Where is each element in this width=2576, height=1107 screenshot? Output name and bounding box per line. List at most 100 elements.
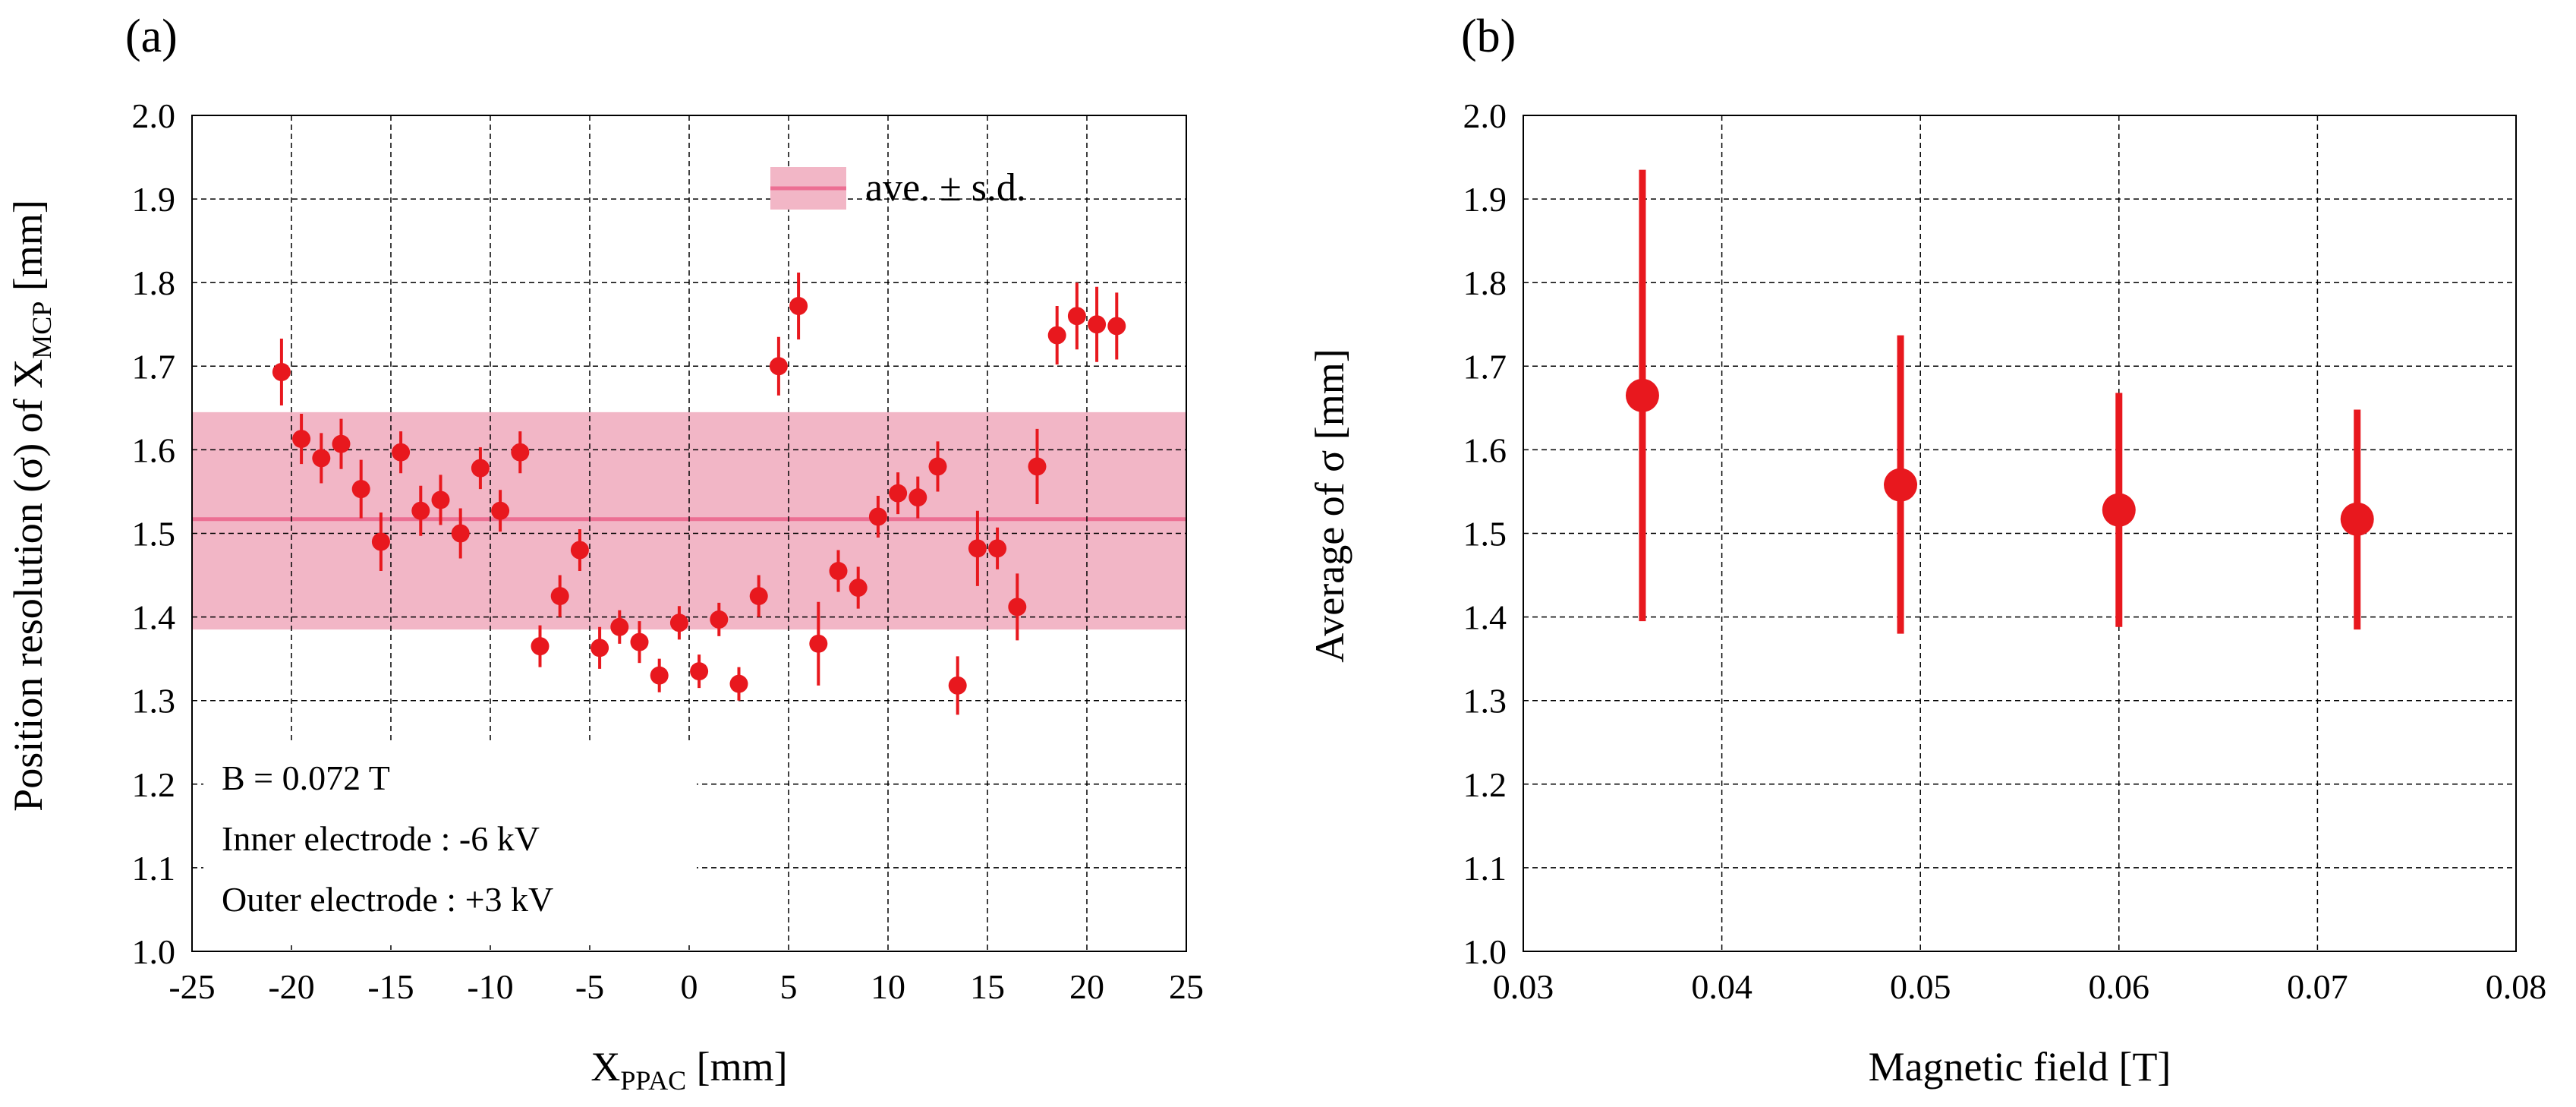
x-tick-label: -15 <box>367 967 414 1006</box>
data-point <box>829 562 848 581</box>
y-tick-label: 1.8 <box>132 263 176 302</box>
data-points-b <box>1625 169 2374 634</box>
data-point <box>729 674 748 693</box>
data-point <box>1067 307 1086 326</box>
x-tick-label: 0.03 <box>1493 967 1554 1006</box>
data-point <box>889 484 908 503</box>
data-point <box>2102 493 2136 527</box>
y-tick-label: 1.5 <box>132 515 176 554</box>
y-tick-label: 1.9 <box>1463 180 1507 219</box>
y-axis-title-a: Position resolution (σ) of XMCP [mm] <box>5 200 57 812</box>
data-point <box>690 662 709 681</box>
y-tick-label: 2.0 <box>132 96 176 135</box>
data-point <box>968 539 987 558</box>
data-point <box>392 443 411 462</box>
y-tick-label: 1.6 <box>132 430 176 469</box>
data-point <box>1008 598 1027 617</box>
x-tick-label: -25 <box>168 967 215 1006</box>
y-tick-label: 1.7 <box>1463 347 1507 386</box>
data-point <box>590 639 609 658</box>
y-tick-label: 1.2 <box>1463 765 1507 804</box>
data-point <box>988 539 1007 558</box>
data-point <box>491 501 510 520</box>
x-tick-labels-a: -25 -20 -15 -10 -5 0 5 10 15 20 25 <box>168 967 1204 1006</box>
y-tick-label: 1.4 <box>132 598 176 637</box>
x-tick-label: 0 <box>681 967 698 1006</box>
data-point <box>471 459 490 478</box>
data-point <box>789 297 808 316</box>
grid-b <box>1523 115 2516 951</box>
data-point <box>948 676 967 695</box>
y-tick-label: 1.3 <box>132 682 176 721</box>
data-point <box>332 434 351 453</box>
x-tick-label: -5 <box>575 967 604 1006</box>
y-tick-label: 1.2 <box>132 765 176 804</box>
x-tick-label: -10 <box>467 967 513 1006</box>
data-point <box>511 443 530 462</box>
y-tick-label: 1.8 <box>1463 263 1507 302</box>
data-point <box>451 524 470 543</box>
data-points-a <box>272 272 1126 715</box>
data-point <box>849 579 868 598</box>
data-point <box>1088 315 1107 334</box>
data-point <box>531 637 550 656</box>
y-tick-labels-a: 1.0 1.1 1.2 1.3 1.4 1.5 1.6 1.7 1.8 1.9 2.0 <box>132 96 176 971</box>
data-point <box>909 488 927 507</box>
data-point <box>928 457 947 476</box>
legend-label: ave. ± s.d. <box>865 166 1026 210</box>
data-point <box>1028 457 1047 476</box>
y-tick-label: 1.9 <box>132 180 176 219</box>
y-tick-labels-b: 1.0 1.1 1.2 1.3 1.4 1.5 1.6 1.7 1.8 1.9 2.0 <box>1463 96 1507 971</box>
annotation-outer-electrode: Outer electrode : +3 kV <box>222 880 553 919</box>
data-point <box>769 357 788 376</box>
data-point <box>630 632 649 651</box>
data-point <box>312 449 331 468</box>
x-axis-title-a: XPPAC [mm] <box>590 1044 787 1096</box>
annotation-inner-electrode: Inner electrode : -6 kV <box>222 819 540 858</box>
x-tick-label: -20 <box>268 967 314 1006</box>
data-point <box>272 363 291 382</box>
y-tick-label: 1.4 <box>1463 598 1507 637</box>
x-tick-label: 20 <box>1069 967 1104 1006</box>
y-axis-title-b: Average of σ [mm] <box>1307 348 1353 662</box>
data-point <box>431 490 450 509</box>
panel-a: (a) -25 -20 -15 -10 -5 0 5 10 15 20 25 1.01.11.21.… <box>5 11 1204 1096</box>
data-point <box>570 541 589 560</box>
annotation-box: B = 0.072 T Inner electrode : -6 kV Oute… <box>203 740 697 945</box>
data-point <box>749 587 768 606</box>
data-point <box>292 430 311 449</box>
data-point <box>550 587 569 606</box>
data-point <box>1047 326 1066 345</box>
x-tick-label: 0.05 <box>1890 967 1951 1006</box>
x-tick-label: 10 <box>871 967 905 1006</box>
panel-a-label: (a) <box>125 11 178 62</box>
y-tick-label: 2.0 <box>1463 96 1507 135</box>
y-tick-label: 1.5 <box>1463 515 1507 554</box>
data-point <box>868 507 887 526</box>
y-tick-label: 1.7 <box>132 347 176 386</box>
data-point <box>411 501 430 520</box>
x-tick-label: 15 <box>970 967 1005 1006</box>
panel-b-label: (b) <box>1461 11 1516 62</box>
y-tick-label: 1.1 <box>1463 849 1507 888</box>
x-tick-label: 0.08 <box>2486 967 2547 1006</box>
x-tick-label: 0.06 <box>2089 967 2150 1006</box>
data-point <box>669 613 688 632</box>
data-point <box>1884 468 1918 502</box>
plot-frame-b <box>1523 115 2517 952</box>
y-tick-label: 1.3 <box>1463 682 1507 721</box>
x-tick-label: 0.07 <box>2287 967 2348 1006</box>
data-point <box>610 617 629 636</box>
data-point <box>650 666 669 685</box>
y-tick-label: 1.0 <box>132 932 176 971</box>
plot-frame-a <box>191 115 1187 952</box>
x-tick-label: 25 <box>1169 967 1204 1006</box>
y-tick-label: 1.0 <box>1463 932 1507 971</box>
data-point <box>809 634 828 653</box>
y-tick-label: 1.6 <box>1463 430 1507 469</box>
x-tick-labels-b: 0.03 0.04 0.05 0.06 0.07 0.08 <box>1493 967 2547 1006</box>
data-point <box>710 610 729 629</box>
y-tick-label: 1.1 <box>132 849 176 888</box>
x-tick-label: 0.04 <box>1691 967 1752 1006</box>
